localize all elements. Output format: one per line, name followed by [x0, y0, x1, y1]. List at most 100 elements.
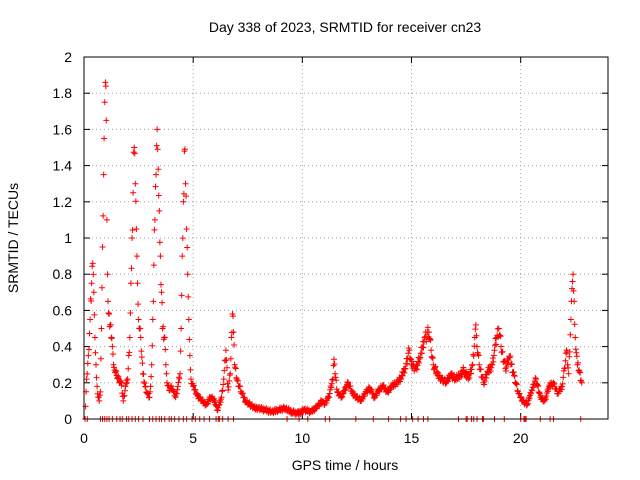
data-point — [562, 350, 569, 357]
data-point — [90, 271, 97, 278]
x-tick-label: 15 — [404, 430, 420, 446]
data-point — [467, 370, 474, 377]
data-point — [570, 287, 577, 294]
y-tick-label: 0.4 — [53, 339, 73, 355]
data-point — [559, 383, 566, 390]
data-point — [532, 375, 539, 382]
data-point — [429, 355, 436, 362]
data-point — [179, 253, 186, 260]
data-point — [572, 334, 579, 341]
data-point — [490, 358, 497, 365]
data-point — [496, 332, 503, 339]
data-point — [184, 244, 191, 251]
y-tick-label: 0.8 — [53, 266, 73, 282]
data-point — [175, 374, 182, 381]
data-point — [102, 83, 109, 90]
data-point — [535, 383, 542, 390]
x-axis-label: GPS time / hours — [292, 457, 399, 473]
data-point — [91, 311, 98, 318]
data-point — [332, 374, 339, 381]
y-tick-label: 1 — [64, 230, 72, 246]
x-tick-label: 10 — [295, 430, 311, 446]
data-point — [475, 351, 482, 358]
data-point — [416, 355, 423, 362]
plot-frame — [83, 56, 609, 420]
data-point — [97, 388, 104, 395]
data-point — [518, 393, 525, 400]
data-points — [82, 79, 585, 422]
data-point — [89, 260, 96, 267]
data-point — [566, 348, 573, 355]
data-point — [427, 337, 434, 344]
data-point — [220, 381, 227, 388]
data-point — [214, 407, 221, 414]
data-point — [496, 331, 503, 338]
data-point — [92, 349, 99, 356]
data-point — [133, 253, 140, 260]
grid — [84, 57, 608, 419]
data-point — [185, 293, 192, 300]
data-point — [86, 330, 93, 337]
data-point — [147, 388, 154, 395]
data-point — [101, 135, 108, 142]
data-point — [427, 336, 434, 343]
data-point — [560, 374, 567, 381]
data-point — [125, 352, 132, 359]
data-point — [163, 379, 170, 386]
data-point — [107, 321, 114, 328]
data-point — [524, 400, 531, 407]
data-point — [157, 253, 164, 260]
data-point — [481, 381, 488, 388]
data-point — [158, 289, 165, 296]
data-point — [140, 371, 147, 378]
data-point — [217, 399, 224, 406]
data-point — [425, 329, 432, 336]
data-point — [239, 390, 246, 397]
data-point — [161, 334, 168, 341]
data-point — [126, 349, 133, 356]
data-point — [132, 198, 139, 205]
data-point — [109, 343, 116, 350]
data-point — [160, 323, 167, 330]
data-point — [230, 313, 237, 320]
data-point — [489, 361, 496, 368]
data-point — [123, 380, 130, 387]
data-point — [498, 343, 505, 350]
x-tick-label: 5 — [189, 430, 197, 446]
data-point — [138, 348, 145, 355]
data-point — [340, 390, 347, 397]
data-point — [400, 369, 407, 376]
data-point — [84, 370, 91, 377]
data-point — [141, 380, 148, 387]
data-point — [104, 271, 111, 278]
data-point — [562, 357, 569, 364]
data-point — [153, 142, 160, 149]
data-point — [462, 369, 469, 376]
data-point — [401, 365, 408, 372]
data-point — [565, 364, 572, 371]
data-point — [512, 380, 519, 387]
data-point — [330, 356, 337, 363]
data-point — [173, 390, 180, 397]
data-point — [405, 350, 412, 357]
data-point — [342, 386, 349, 393]
data-point — [137, 334, 144, 341]
data-point — [510, 369, 517, 376]
data-point — [469, 362, 476, 369]
data-point — [326, 394, 333, 401]
data-point — [481, 378, 488, 385]
data-point — [118, 379, 125, 386]
data-point — [402, 365, 409, 372]
data-point — [111, 364, 118, 371]
data-point — [339, 393, 346, 400]
data-point — [129, 227, 136, 234]
data-point — [345, 379, 352, 386]
data-point — [490, 352, 497, 359]
data-point — [424, 324, 431, 331]
data-point — [333, 377, 340, 384]
data-point — [172, 394, 179, 401]
data-point — [492, 342, 499, 349]
data-point — [491, 347, 498, 354]
data-point — [460, 364, 467, 371]
data-point — [530, 384, 537, 391]
